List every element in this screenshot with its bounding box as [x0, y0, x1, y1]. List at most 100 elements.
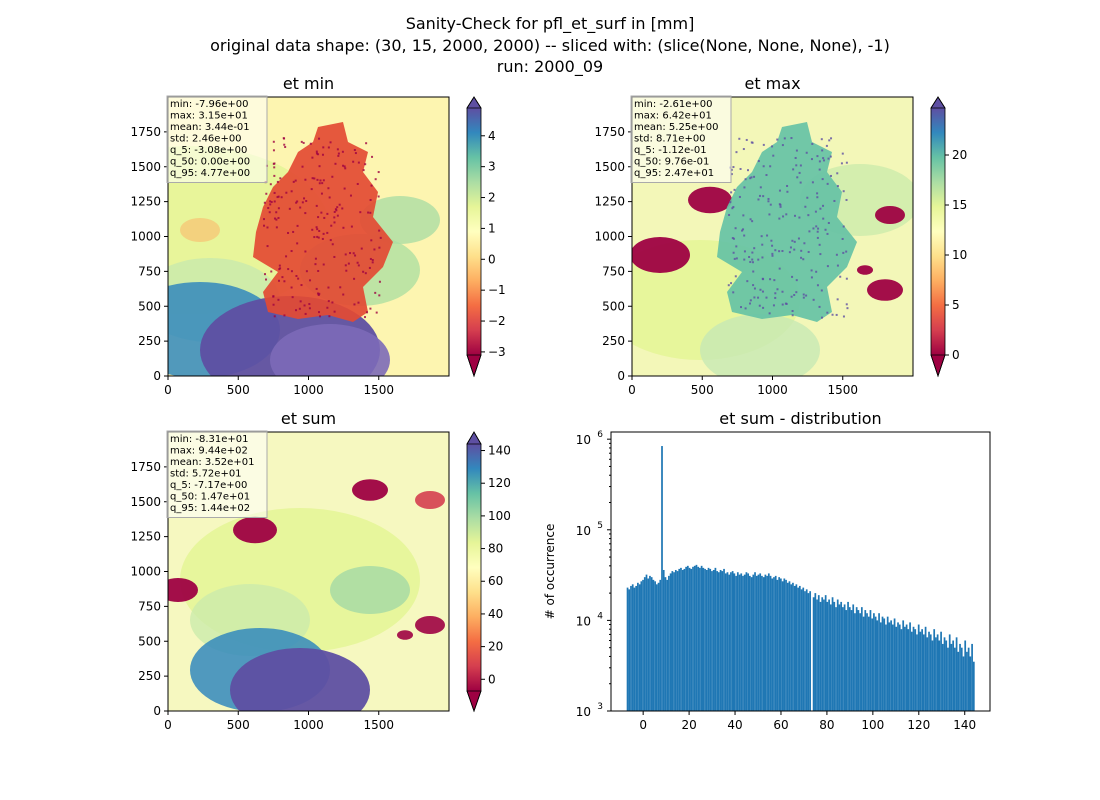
heatmap-speckle [318, 292, 321, 295]
heatmap-speckle [277, 216, 280, 219]
heatmap-speckle [774, 296, 777, 299]
heatmap-speckle [317, 236, 320, 239]
heatmap-speckle [364, 272, 367, 275]
histogram-bar [891, 624, 894, 711]
histogram-bar [829, 604, 832, 711]
suptitle-line-2: original data shape: (30, 15, 2000, 2000… [210, 36, 890, 55]
y-tick-label: 1250 [130, 530, 161, 544]
histogram-bar [835, 607, 837, 711]
histogram-bar [883, 618, 886, 711]
heatmap-speckle [304, 312, 307, 315]
histogram-bar [850, 610, 853, 711]
heatmap-speckle [751, 220, 754, 223]
colorbar-tick-label: 2 [488, 191, 496, 205]
heatmap-speckle [815, 225, 818, 228]
heatmap-speckle [742, 214, 745, 217]
y-tick-label: 10 [576, 524, 591, 538]
heatmap-speckle [805, 294, 808, 297]
x-tick-label: 100 [861, 718, 884, 732]
histogram-bar [909, 622, 911, 711]
heatmap-speckle [329, 239, 332, 242]
heatmap-speckle [823, 159, 826, 162]
heatmap-speckle [290, 270, 293, 273]
heatmap-speckle [369, 211, 372, 214]
histogram-bar [885, 624, 887, 711]
histogram-bar [668, 575, 670, 711]
heatmap-speckle [738, 195, 741, 198]
heatmap-speckle [753, 296, 756, 299]
histogram-bar [700, 565, 703, 711]
y-tick-exponent: 5 [597, 521, 603, 531]
histogram-bar [871, 618, 874, 711]
colorbar-tick-label: 20 [952, 148, 967, 162]
heatmap-field [632, 97, 913, 376]
colorbar-extend-top [466, 96, 482, 109]
heatmap-speckle [354, 152, 357, 155]
y-tick-label: 10 [576, 705, 591, 719]
heatmap-speckle [308, 303, 311, 306]
heatmap-speckle [779, 205, 782, 208]
heatmap-speckle [743, 250, 746, 253]
x-tick-label: 120 [907, 718, 930, 732]
heatmap-speckle [811, 181, 814, 184]
heatmap-speckle [753, 287, 756, 290]
heatmap-speckle [845, 303, 848, 306]
histogram-bar [745, 572, 748, 711]
heatmap-speckle [327, 286, 330, 289]
heatmap-speckle [371, 261, 374, 264]
heatmap-speckle [354, 254, 357, 257]
histogram-bar [730, 572, 732, 711]
histogram-bar [640, 581, 643, 711]
heatmap-speckle [310, 188, 313, 191]
histogram-bar [800, 589, 803, 711]
heatmap-speckle [365, 142, 368, 145]
heatmap-speckle [795, 291, 798, 294]
panel-title: et sum [281, 409, 336, 428]
histogram-bar [714, 567, 717, 711]
heatmap-speckle [819, 207, 822, 210]
heatmap-speckle [275, 218, 278, 221]
colorbar-tick-label: 0 [488, 252, 496, 266]
y-tick-label: 750 [138, 599, 161, 613]
heatmap-speckle [802, 293, 805, 296]
heatmap-speckle [771, 252, 774, 255]
heatmap-speckle [265, 192, 268, 195]
heatmap-speckle [822, 204, 825, 207]
heatmap-speckle [294, 179, 297, 182]
heatmap-speckle [748, 255, 751, 258]
heatmap-speckle [760, 235, 763, 238]
heatmap-speckle [303, 304, 306, 307]
heatmap-field [168, 97, 449, 376]
histogram-bar [821, 597, 824, 711]
histogram-bar [626, 587, 629, 711]
heatmap-speckle [331, 175, 334, 178]
heatmap-speckle [827, 221, 830, 224]
y-axis-label: # of occurrence [543, 524, 557, 620]
heatmap-speckle [845, 161, 848, 164]
heatmap-speckle [292, 230, 295, 233]
histogram-bar [943, 637, 946, 711]
stats-line: q_95: 4.77e+00 [170, 168, 250, 179]
histogram-bar [824, 595, 827, 711]
heatmap-speckle [788, 251, 791, 254]
histogram-bar [869, 610, 872, 711]
histogram-bar [809, 591, 812, 711]
heatmap-speckle [322, 232, 325, 235]
y-tick-label: 250 [138, 334, 161, 348]
histogram-bar [940, 631, 942, 711]
axes-frame [610, 431, 991, 712]
heatmap-speckle [845, 250, 848, 253]
colorbar-tick-label: −3 [488, 345, 506, 359]
histogram-bar [960, 647, 963, 711]
heatmap-speckle [771, 244, 774, 247]
histogram-bar [704, 568, 706, 711]
heatmap-speckle [771, 145, 774, 148]
heatmap-speckle [735, 151, 738, 154]
histogram-bar [724, 573, 727, 711]
heatmap-speckle [299, 300, 302, 303]
histogram-bar [666, 579, 669, 711]
histogram-bar [780, 578, 782, 711]
histogram-bar [959, 643, 961, 711]
